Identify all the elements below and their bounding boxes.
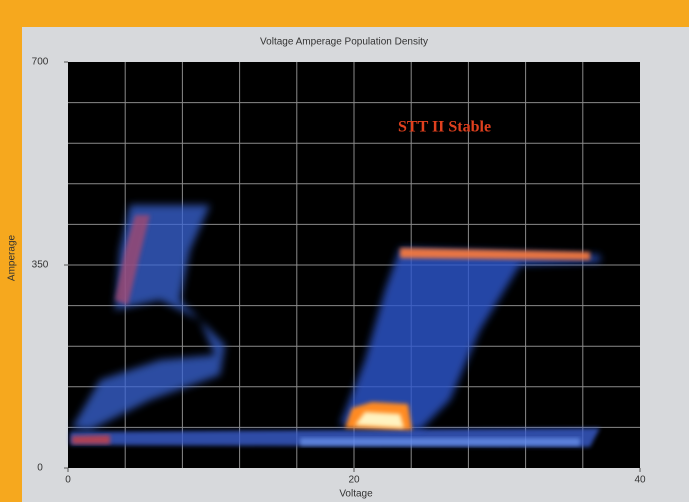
x-tick-label: 40	[634, 475, 646, 486]
y-tick-label: 350	[32, 260, 49, 271]
y-axis-label: Amperage	[7, 234, 18, 281]
density-region	[72, 205, 225, 430]
density-region	[300, 438, 580, 446]
density-region	[355, 412, 404, 428]
density-image	[70, 205, 600, 447]
chart-title: Voltage Amperage Population Density	[260, 37, 428, 48]
density-region	[115, 215, 150, 305]
density-region	[400, 248, 590, 260]
x-tick-label: 20	[348, 475, 360, 486]
density-region	[72, 435, 110, 444]
annotation: STT II Stable	[398, 119, 491, 136]
y-tick-label: 0	[37, 463, 43, 474]
density-region	[340, 248, 600, 430]
y-tick-label: 700	[32, 57, 49, 68]
x-axis-label: Voltage	[339, 489, 373, 500]
x-tick-label: 0	[65, 475, 71, 486]
